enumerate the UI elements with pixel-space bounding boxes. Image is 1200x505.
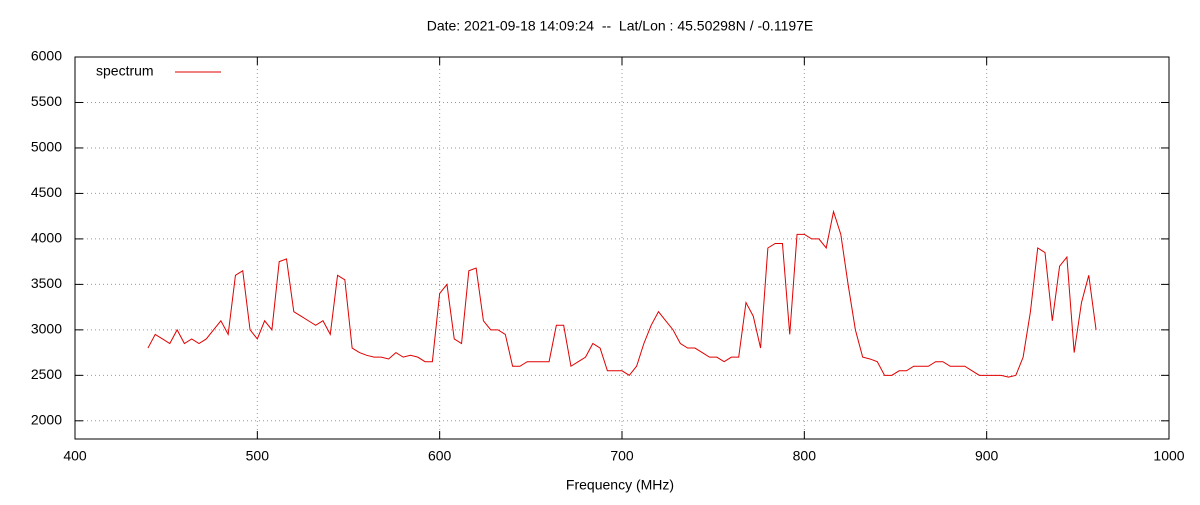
y-tick-label: 6000 [31,48,62,64]
y-tick-label: 5500 [31,93,62,109]
y-tick-label: 3000 [31,321,62,337]
x-tick-label: 900 [975,448,999,464]
chart-title: Date: 2021-09-18 14:09:24 -- Lat/Lon : 4… [427,18,814,34]
plot-frame [74,56,1170,440]
x-tick-label: 500 [246,448,270,464]
x-tick-label: 700 [610,448,634,464]
x-tick-label: 400 [63,448,87,464]
y-tick-label: 3500 [31,275,62,291]
x-tick-label: 800 [793,448,817,464]
x-axis-label: Frequency (MHz) [566,477,674,493]
y-tick-label: 4500 [31,184,62,200]
y-tick-label: 2500 [31,366,62,382]
x-tick-label: 1000 [1153,448,1184,464]
spectrum-line [147,209,1097,378]
x-tick-label: 600 [428,448,452,464]
y-tick-label: 5000 [31,139,62,155]
y-tick-label: 4000 [31,230,62,246]
legend-label: spectrum [96,63,154,79]
y-tick-label: 2000 [31,412,62,428]
